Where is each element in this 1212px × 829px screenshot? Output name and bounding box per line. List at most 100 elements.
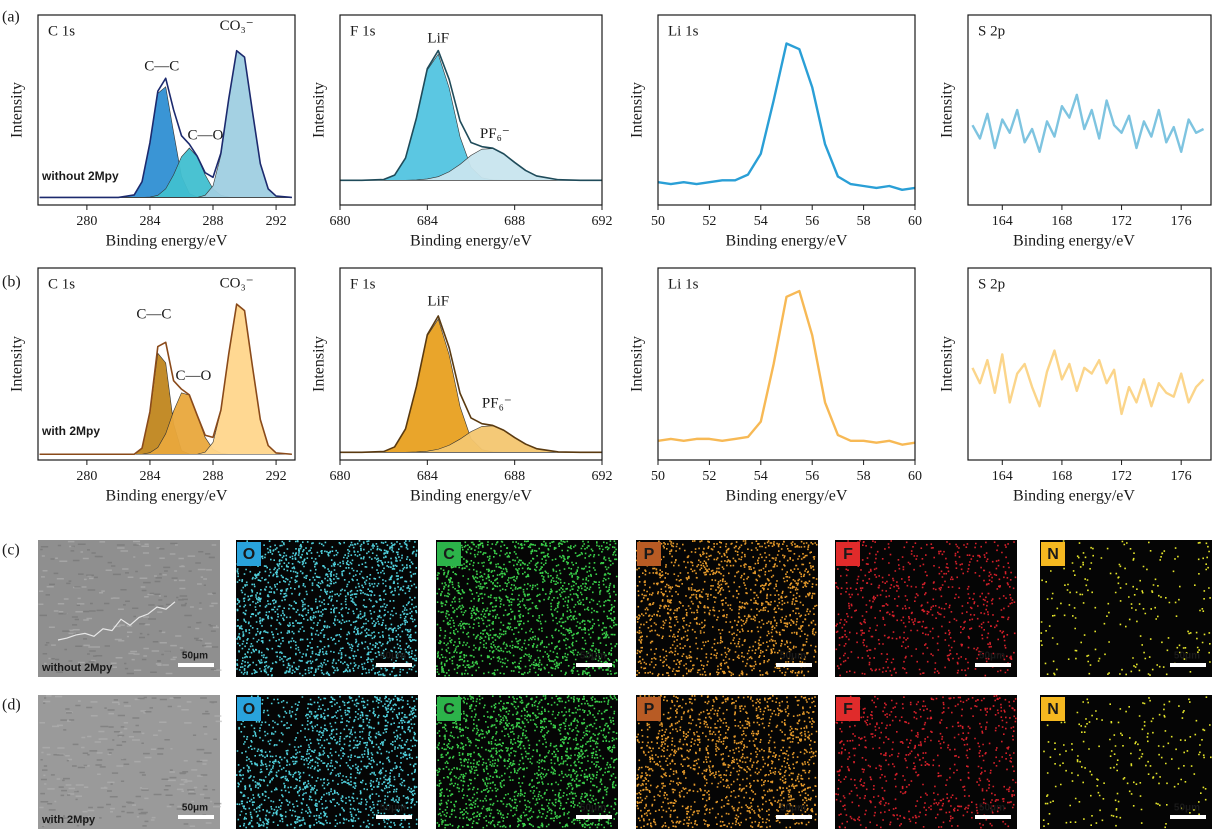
plot-area bbox=[39, 303, 292, 456]
x-axis-label: Binding energy/eV bbox=[1013, 488, 1135, 505]
y-axis-label: Intensity bbox=[629, 82, 646, 138]
element-label: N bbox=[1047, 546, 1059, 563]
x-tick-label: 60 bbox=[908, 214, 922, 229]
scale-bar bbox=[178, 815, 214, 819]
panel-label: (c) bbox=[2, 542, 20, 559]
element-label: F bbox=[843, 701, 853, 718]
scale-bar bbox=[1170, 663, 1206, 667]
eds-map: C 50μm bbox=[436, 540, 618, 677]
element-badge bbox=[237, 542, 261, 566]
scale-bar-label: 50μm bbox=[380, 803, 406, 814]
peak-label: C—O bbox=[187, 127, 223, 143]
scale-bar-label: 50μm bbox=[979, 651, 1005, 662]
x-tick-label: 692 bbox=[592, 214, 613, 229]
x-tick-label: 688 bbox=[504, 214, 525, 229]
chart-title: S 2p bbox=[978, 276, 1005, 292]
spectrum-line bbox=[971, 93, 1205, 153]
sem-image: with 2Mpy 50μm bbox=[38, 695, 222, 829]
spectrum-line bbox=[340, 49, 602, 182]
x-tick-label: 168 bbox=[1051, 469, 1072, 484]
x-tick-label: 688 bbox=[504, 469, 525, 484]
axes-frame bbox=[339, 14, 603, 206]
map-background bbox=[1040, 695, 1212, 829]
peak-label: C—C bbox=[144, 58, 179, 74]
plot-area bbox=[658, 289, 915, 446]
eds-map: O 50μm bbox=[236, 695, 418, 829]
element-label: C bbox=[443, 701, 455, 718]
x-tick-label: 280 bbox=[76, 214, 97, 229]
x-axis-label: Binding energy/eV bbox=[726, 488, 848, 505]
scale-bar-label: 50μm bbox=[1174, 651, 1200, 662]
scale-bar bbox=[576, 663, 612, 667]
x-tick-label: 284 bbox=[139, 469, 160, 484]
y-axis-label: Intensity bbox=[629, 336, 646, 392]
scale-bar bbox=[376, 663, 412, 667]
element-signal bbox=[436, 540, 618, 677]
sem-background bbox=[38, 695, 220, 829]
spectrum-line bbox=[39, 303, 292, 456]
element-signal bbox=[1040, 540, 1211, 676]
x-tick-label: 50 bbox=[651, 214, 665, 229]
scale-bar bbox=[1170, 815, 1206, 819]
peak-label: C—C bbox=[136, 307, 171, 323]
eds-map: N 50μm bbox=[1040, 540, 1212, 677]
x-tick-label: 680 bbox=[330, 469, 351, 484]
spectrum-line bbox=[658, 289, 915, 446]
chart: 50 52 54 56 58 60 Li 1s Binding energy/eV Intens… bbox=[629, 14, 922, 250]
scale-bar bbox=[776, 815, 812, 819]
eds-map: N 50μm bbox=[1040, 695, 1212, 829]
x-tick-label: 176 bbox=[1171, 469, 1192, 484]
x-axis-label: Binding energy/eV bbox=[106, 488, 228, 505]
y-axis-label: Intensity bbox=[311, 82, 328, 138]
element-badge bbox=[836, 542, 860, 566]
plot-area bbox=[658, 42, 915, 191]
chart-title: C 1s bbox=[48, 276, 75, 292]
scale-bar bbox=[576, 815, 612, 819]
component-area bbox=[340, 148, 602, 181]
eds-map: C 50μm bbox=[436, 695, 618, 829]
element-label: O bbox=[243, 546, 255, 563]
element-badge bbox=[637, 697, 661, 721]
eds-map: P 50μm bbox=[636, 695, 818, 829]
chart: 164 168 172 176 S 2p Binding energy/eV Intensi… bbox=[939, 14, 1212, 250]
axes-frame bbox=[37, 267, 296, 461]
peak-label: PF₆⁻ bbox=[480, 126, 510, 142]
plot-area bbox=[39, 49, 292, 199]
plot-area bbox=[971, 93, 1205, 153]
x-tick-label: 164 bbox=[992, 469, 1013, 484]
chart-title: F 1s bbox=[350, 276, 376, 292]
x-tick-label: 692 bbox=[592, 469, 613, 484]
element-badge bbox=[1041, 542, 1065, 566]
x-tick-label: 172 bbox=[1111, 469, 1132, 484]
x-tick-label: 168 bbox=[1051, 214, 1072, 229]
x-tick-label: 172 bbox=[1111, 214, 1132, 229]
peak-label: LiF bbox=[427, 294, 449, 310]
x-axis-label: Binding energy/eV bbox=[410, 488, 532, 505]
element-label: F bbox=[843, 546, 853, 563]
chart: C—C C—O CO₃⁻ 280 284 288 292 C 1s Binding energy… bbox=[9, 267, 296, 505]
eds-map: F 50μm bbox=[835, 540, 1017, 677]
x-tick-label: 56 bbox=[805, 214, 819, 229]
element-badge bbox=[437, 542, 461, 566]
y-axis-label: Intensity bbox=[939, 82, 956, 138]
axes-frame bbox=[967, 14, 1212, 206]
x-axis-label: Binding energy/eV bbox=[106, 233, 228, 250]
scale-bar bbox=[376, 815, 412, 819]
x-tick-label: 52 bbox=[702, 214, 716, 229]
x-tick-label: 288 bbox=[203, 214, 224, 229]
element-label: C bbox=[443, 546, 455, 563]
scale-bar-label: 50μm bbox=[780, 651, 806, 662]
x-tick-label: 164 bbox=[992, 214, 1013, 229]
x-tick-label: 58 bbox=[857, 214, 871, 229]
element-label: N bbox=[1047, 701, 1059, 718]
eds-map: P 50μm bbox=[636, 540, 818, 677]
plot-area bbox=[971, 349, 1205, 416]
sample-label: with 2Mpy bbox=[41, 814, 96, 826]
x-tick-label: 680 bbox=[330, 214, 351, 229]
x-tick-label: 292 bbox=[266, 469, 287, 484]
scale-bar-label: 50μm bbox=[380, 651, 406, 662]
sem-crack bbox=[57, 601, 176, 641]
element-badge bbox=[836, 697, 860, 721]
peak-label: LiF bbox=[427, 31, 449, 47]
